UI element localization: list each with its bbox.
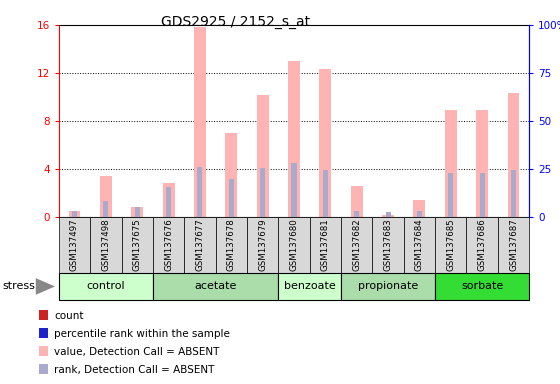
Bar (278, 273, 341, 300)
Bar (292, 163, 296, 217)
Text: GSM137687: GSM137687 (509, 218, 518, 271)
Bar (351, 186, 363, 217)
Bar (104, 201, 108, 217)
Bar (194, 27, 206, 217)
Bar (198, 167, 202, 217)
Bar (476, 110, 488, 217)
Bar (435, 217, 466, 273)
Bar (68, 211, 81, 217)
Text: GSM137680: GSM137680 (290, 218, 298, 271)
Bar (225, 133, 237, 217)
Bar (90, 217, 122, 273)
Bar (122, 217, 153, 273)
Bar (100, 176, 112, 217)
Bar (229, 179, 234, 217)
Bar (341, 273, 435, 300)
Bar (59, 217, 90, 273)
Text: sorbate: sorbate (461, 281, 503, 291)
Polygon shape (36, 278, 55, 295)
Text: GDS2925 / 2152_s_at: GDS2925 / 2152_s_at (161, 15, 310, 29)
Bar (449, 172, 453, 217)
Bar (39, 346, 48, 356)
Bar (216, 217, 247, 273)
Text: acetate: acetate (194, 281, 237, 291)
Bar (278, 217, 310, 273)
Text: GSM137678: GSM137678 (227, 218, 236, 271)
Bar (166, 187, 171, 217)
Text: GSM137685: GSM137685 (446, 218, 455, 271)
Text: GSM137676: GSM137676 (164, 218, 173, 271)
Bar (480, 172, 484, 217)
Bar (184, 217, 216, 273)
Bar (247, 217, 278, 273)
Text: GSM137677: GSM137677 (195, 218, 204, 271)
Bar (341, 217, 372, 273)
Text: GSM137679: GSM137679 (258, 218, 267, 271)
Text: GSM137682: GSM137682 (352, 218, 361, 271)
Text: rank, Detection Call = ABSENT: rank, Detection Call = ABSENT (54, 365, 214, 375)
Text: GSM137498: GSM137498 (101, 218, 110, 271)
Bar (59, 273, 153, 300)
Bar (511, 170, 516, 217)
Bar (323, 170, 328, 217)
Bar (288, 61, 300, 217)
Text: percentile rank within the sample: percentile rank within the sample (54, 329, 230, 339)
Bar (260, 168, 265, 217)
Bar (131, 207, 143, 217)
Text: GSM137683: GSM137683 (384, 218, 393, 271)
Bar (153, 273, 278, 300)
Text: GSM137675: GSM137675 (133, 218, 142, 271)
Text: value, Detection Call = ABSENT: value, Detection Call = ABSENT (54, 347, 220, 357)
Bar (39, 310, 48, 320)
Bar (310, 217, 341, 273)
Bar (498, 217, 529, 273)
Bar (39, 364, 48, 374)
Text: GSM137684: GSM137684 (415, 218, 424, 271)
Bar (354, 211, 359, 217)
Text: propionate: propionate (358, 281, 418, 291)
Text: GSM137497: GSM137497 (70, 218, 79, 271)
Text: benzoate: benzoate (284, 281, 335, 291)
Bar (413, 200, 426, 217)
Text: GSM137686: GSM137686 (478, 218, 487, 271)
Bar (319, 70, 332, 217)
Bar (435, 273, 529, 300)
Bar (135, 207, 139, 217)
Bar (72, 211, 77, 217)
Bar (417, 211, 422, 217)
Bar (466, 217, 498, 273)
Bar (404, 217, 435, 273)
Bar (386, 212, 390, 217)
Text: count: count (54, 311, 83, 321)
Bar (39, 328, 48, 338)
Bar (372, 217, 404, 273)
Bar (382, 215, 394, 217)
Text: stress: stress (3, 281, 36, 291)
Bar (507, 93, 520, 217)
Bar (162, 184, 175, 217)
Text: GSM137681: GSM137681 (321, 218, 330, 271)
Text: control: control (87, 281, 125, 291)
Bar (256, 94, 269, 217)
Bar (153, 217, 184, 273)
Bar (445, 110, 457, 217)
